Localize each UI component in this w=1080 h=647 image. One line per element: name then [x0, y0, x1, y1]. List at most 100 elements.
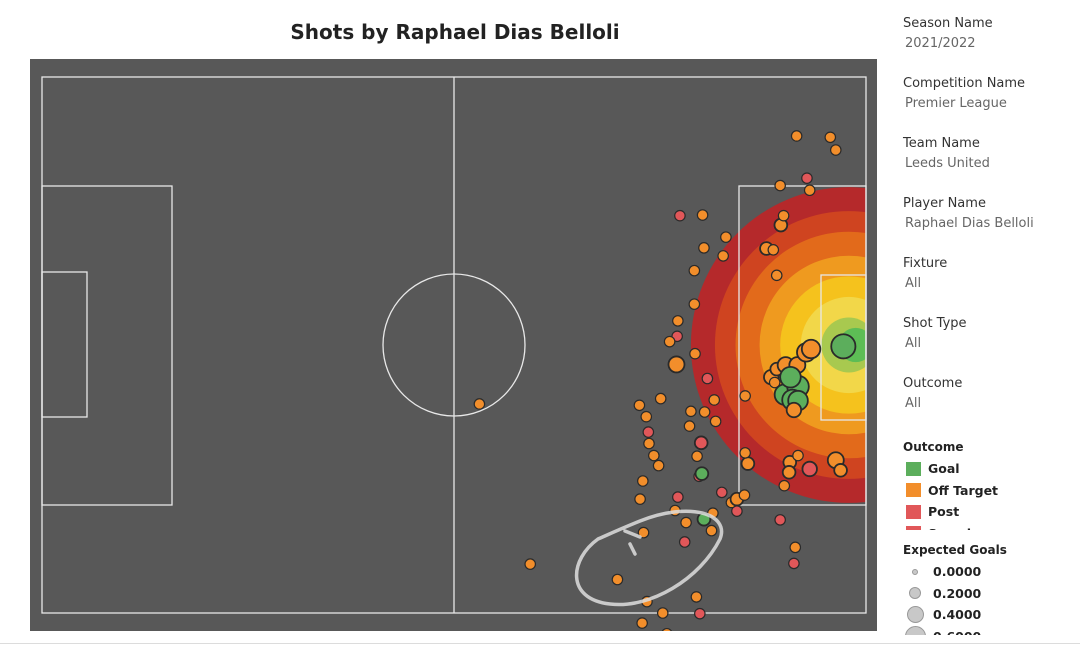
shot-point[interactable]	[680, 516, 692, 529]
shot-point[interactable]	[781, 465, 797, 480]
filter-player-name[interactable]: Player Name Raphael Dias Belloli	[903, 194, 1075, 234]
shot-point[interactable]	[688, 298, 701, 310]
legend-item-saved[interactable]: Saved	[903, 523, 1073, 530]
shot-point[interactable]	[829, 144, 842, 156]
shot-point[interactable]	[667, 355, 686, 374]
filter-value[interactable]: All	[905, 336, 922, 351]
shot-point[interactable]	[689, 347, 701, 360]
shot-point[interactable]	[688, 264, 701, 277]
legend-swatch	[906, 504, 921, 519]
shot-point[interactable]	[739, 390, 751, 402]
size-legend-dot	[904, 625, 926, 635]
filter-value[interactable]: Premier League	[905, 96, 1007, 111]
shot-point[interactable]	[768, 376, 781, 389]
size-legend-item: 0.2000	[903, 583, 1073, 605]
legend-swatch	[906, 526, 921, 530]
shot-point[interactable]	[637, 475, 649, 487]
shot-point[interactable]	[777, 209, 790, 222]
filter-competition-name[interactable]: Competition Name Premier League	[903, 74, 1075, 114]
shot-point[interactable]	[683, 420, 696, 432]
shot-point[interactable]	[705, 524, 718, 537]
shot-point[interactable]	[678, 536, 691, 548]
filter-season-name[interactable]: Season Name 2021/2022	[903, 14, 1075, 54]
shot-point[interactable]	[696, 209, 709, 221]
shot-point[interactable]	[642, 426, 655, 438]
filter-value[interactable]: All	[905, 396, 922, 411]
shot-point[interactable]	[524, 558, 537, 570]
shot-point[interactable]	[738, 489, 751, 501]
shot-point[interactable]	[739, 447, 751, 459]
shot-point[interactable]	[770, 269, 783, 282]
filter-value[interactable]: Leeds United	[905, 156, 990, 171]
shot-point[interactable]	[774, 514, 786, 526]
shot-point[interactable]	[698, 406, 711, 418]
chart-title: Shots by Raphael Dias Belloli	[290, 20, 620, 44]
filter-value[interactable]: Raphael Dias Belloli	[905, 216, 1034, 231]
pitch-chart	[30, 59, 877, 631]
shot-point[interactable]	[788, 557, 800, 570]
filter-outcome[interactable]: Outcome All	[903, 374, 1075, 414]
shot-point[interactable]	[830, 333, 857, 360]
filter-label: Team Name	[903, 136, 980, 151]
shot-point[interactable]	[720, 231, 732, 243]
shot-point[interactable]	[694, 607, 706, 620]
shot-point[interactable]	[778, 479, 791, 492]
legend-item-goal[interactable]: Goal	[903, 458, 1073, 480]
shot-point[interactable]	[674, 209, 686, 222]
shot-point[interactable]	[636, 617, 648, 629]
shot-point[interactable]	[779, 365, 802, 389]
shot-point[interactable]	[833, 463, 848, 478]
shot-point[interactable]	[473, 398, 486, 410]
shot-point[interactable]	[694, 466, 710, 481]
shot-point[interactable]	[740, 456, 756, 471]
shot-point[interactable]	[790, 130, 803, 142]
shot-point[interactable]	[701, 372, 714, 385]
filter-value[interactable]: 2021/2022	[905, 36, 976, 51]
shot-point[interactable]	[652, 459, 665, 472]
shot-point[interactable]	[801, 172, 813, 184]
shot-point[interactable]	[654, 392, 667, 405]
legend-item-off-target[interactable]: Off Target	[903, 480, 1073, 502]
shot-point[interactable]	[663, 335, 676, 348]
shot-point[interactable]	[633, 399, 646, 412]
filter-panel: Season Name 2021/2022 Competition Name Prem…	[903, 14, 1075, 434]
shot-point[interactable]	[648, 449, 660, 462]
shot-point[interactable]	[801, 460, 818, 478]
legend-item-post[interactable]: Post	[903, 501, 1073, 523]
shot-point[interactable]	[715, 486, 728, 499]
shot-point[interactable]	[672, 315, 684, 327]
legend-label: Saved	[928, 526, 971, 530]
filter-team-name[interactable]: Team Name Leeds United	[903, 134, 1075, 174]
shot-point[interactable]	[789, 541, 802, 554]
shot-point[interactable]	[792, 449, 804, 462]
shot-point[interactable]	[800, 338, 822, 360]
shot-point[interactable]	[767, 244, 780, 256]
shot-point[interactable]	[672, 491, 684, 503]
shot-point[interactable]	[824, 131, 837, 144]
shot-point[interactable]	[693, 435, 709, 451]
shot-point[interactable]	[717, 250, 729, 262]
shot-point[interactable]	[774, 179, 786, 192]
shot-point[interactable]	[637, 526, 650, 539]
ink-scribble-path	[574, 509, 724, 607]
shot-point[interactable]	[661, 627, 672, 631]
shot-point[interactable]	[634, 493, 646, 505]
shot-point[interactable]	[690, 591, 703, 603]
shot-point[interactable]	[785, 401, 803, 419]
legend-swatch	[906, 461, 921, 476]
shot-point[interactable]	[691, 450, 703, 463]
size-legend-dot-box	[903, 587, 927, 600]
shot-point[interactable]	[698, 242, 710, 254]
shot-point[interactable]	[708, 394, 721, 406]
shot-point[interactable]	[685, 405, 697, 418]
shot-point[interactable]	[611, 573, 624, 586]
shot-point[interactable]	[709, 415, 722, 428]
filter-shot-type[interactable]: Shot Type All	[903, 314, 1075, 354]
shot-point[interactable]	[643, 437, 655, 450]
shot-point[interactable]	[803, 184, 816, 197]
shot-point[interactable]	[640, 410, 653, 423]
filter-fixture[interactable]: Fixture All	[903, 254, 1075, 294]
size-legend-item: 0.6000	[903, 625, 1073, 635]
filter-value[interactable]: All	[905, 276, 922, 291]
shot-point[interactable]	[656, 607, 669, 619]
